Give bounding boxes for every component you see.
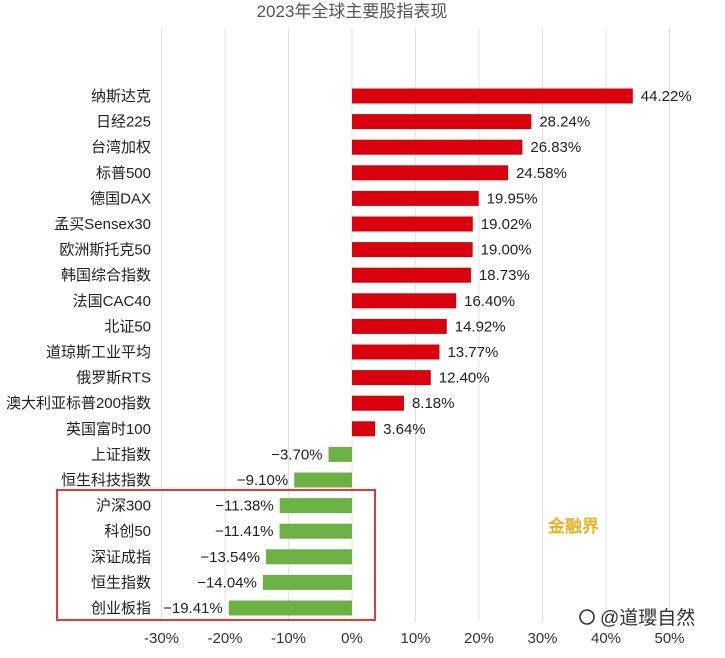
value-label: 16.40% bbox=[464, 293, 515, 310]
category-label: 恒生指数 bbox=[91, 574, 151, 591]
value-label: 24.58% bbox=[516, 165, 567, 182]
category-label: 深证成指 bbox=[91, 549, 151, 566]
x-tick-label: 10% bbox=[400, 630, 430, 647]
value-label: −3.70% bbox=[271, 446, 322, 463]
category-label: 法国CAC40 bbox=[73, 293, 151, 310]
category-label: 德国DAX bbox=[90, 189, 151, 207]
value-label: 14.92% bbox=[455, 318, 506, 335]
bar bbox=[352, 88, 633, 104]
category-label: 纳斯达克 bbox=[91, 88, 151, 105]
category-label: 澳大利亚标普200指数 bbox=[6, 395, 151, 412]
value-labels: 44.22% 28.24% 26.83% 24.58% 19.95% 19.02% 19.0… bbox=[163, 88, 692, 617]
value-label: −11.38% bbox=[215, 498, 274, 515]
chart-title: 2023年全球主要股指表现 bbox=[257, 2, 448, 21]
value-label: 13.77% bbox=[447, 344, 498, 361]
category-label: 创业板指 bbox=[91, 599, 151, 617]
category-label: 沪深300 bbox=[96, 498, 151, 515]
bar bbox=[352, 344, 440, 360]
bar bbox=[352, 165, 509, 181]
bar bbox=[352, 267, 471, 283]
x-tick-label: -10% bbox=[271, 630, 306, 647]
value-label: 19.95% bbox=[487, 190, 538, 207]
bar bbox=[228, 600, 352, 616]
x-tick-label: 50% bbox=[654, 630, 684, 647]
bar bbox=[352, 318, 447, 334]
category-label: 标普500 bbox=[96, 165, 151, 182]
category-label: 上证指数 bbox=[91, 446, 151, 463]
bar bbox=[352, 242, 473, 258]
value-label: 28.24% bbox=[539, 114, 590, 131]
x-axis-ticks: -30% -20% -10% 0% 10% 20% 30% 40% 50% bbox=[144, 630, 685, 647]
value-label: 26.83% bbox=[530, 139, 581, 156]
value-label: −19.41% bbox=[163, 600, 223, 617]
value-label: 44.22% bbox=[641, 88, 692, 105]
bar bbox=[328, 446, 352, 462]
value-label: −9.10% bbox=[237, 472, 288, 489]
category-label: 恒生科技指数 bbox=[61, 472, 151, 489]
bar bbox=[352, 395, 404, 411]
author-watermark: @道瓔自然 bbox=[579, 607, 695, 629]
category-label: 日经225 bbox=[96, 114, 151, 131]
author-watermark-text: @道瓔自然 bbox=[600, 607, 695, 629]
bar bbox=[352, 370, 431, 386]
value-label: 18.73% bbox=[479, 267, 530, 284]
category-label: 科创50 bbox=[104, 523, 151, 540]
category-label: 英国富时100 bbox=[66, 420, 151, 438]
bar bbox=[352, 114, 532, 130]
bar bbox=[352, 190, 479, 206]
value-label: 12.40% bbox=[439, 370, 490, 387]
category-label: 北证50 bbox=[104, 318, 151, 335]
value-label: −13.54% bbox=[200, 549, 260, 566]
category-label: 韩国综合指数 bbox=[61, 267, 151, 284]
x-tick-label: -30% bbox=[144, 630, 179, 647]
highlight-box bbox=[56, 489, 376, 621]
bar bbox=[279, 498, 352, 514]
bar bbox=[262, 574, 352, 590]
category-label: 孟买Sensex30 bbox=[54, 216, 151, 233]
x-tick-label: 20% bbox=[464, 630, 494, 647]
bar bbox=[266, 549, 352, 565]
bars bbox=[228, 88, 633, 616]
author-watermark-icon bbox=[579, 609, 595, 625]
bar bbox=[352, 421, 376, 437]
bar bbox=[294, 472, 352, 488]
value-label: −11.41% bbox=[215, 523, 274, 540]
bar bbox=[352, 216, 473, 232]
category-label: 欧洲斯托克50 bbox=[59, 242, 151, 259]
source-watermark: 金融界 bbox=[547, 516, 599, 536]
value-label: 19.02% bbox=[481, 216, 532, 233]
x-tick-label: 40% bbox=[591, 630, 621, 647]
bar bbox=[352, 293, 457, 309]
x-tick-label: 30% bbox=[527, 630, 557, 647]
value-label: 8.18% bbox=[412, 395, 455, 412]
value-label: 3.64% bbox=[383, 421, 426, 438]
bar bbox=[352, 139, 523, 155]
category-label: 道琼斯工业平均 bbox=[46, 344, 151, 361]
x-tick-label: 0% bbox=[341, 630, 363, 647]
x-tick-label: -20% bbox=[207, 630, 242, 647]
value-label: −14.04% bbox=[197, 574, 257, 591]
category-label: 俄罗斯RTS bbox=[76, 370, 151, 387]
category-label: 台湾加权 bbox=[91, 139, 151, 156]
value-label: 19.00% bbox=[481, 242, 532, 259]
bar bbox=[279, 523, 352, 539]
